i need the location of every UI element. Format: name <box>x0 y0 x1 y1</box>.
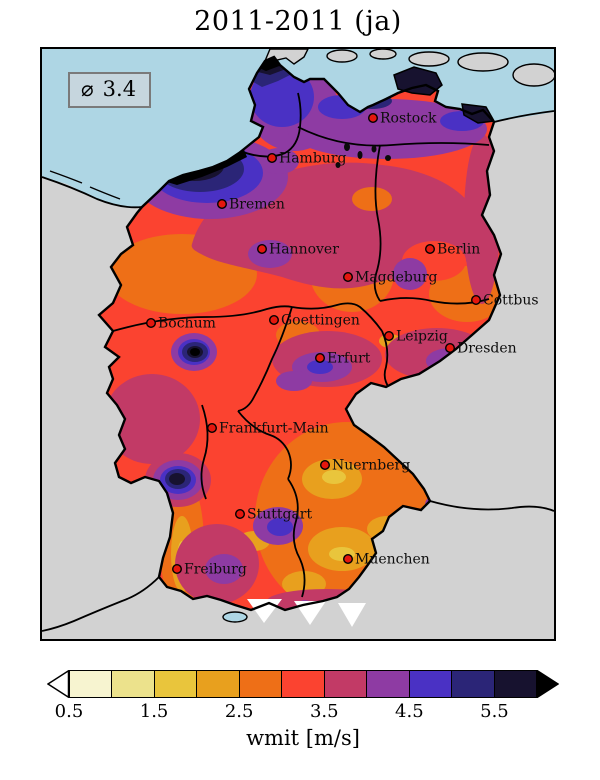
city-freiburg: Freiburg <box>171 562 247 578</box>
city-stuttgart: Stuttgart <box>234 507 312 523</box>
city-rostock: Rostock <box>368 111 437 127</box>
colorbar-segment-0 <box>70 671 112 697</box>
colorbar-segment-9 <box>451 671 494 697</box>
city-label: Stuttgart <box>247 507 312 523</box>
city-berlin: Berlin <box>425 242 480 258</box>
city-marker-icon <box>320 460 331 471</box>
city-label: Goettingen <box>281 313 360 329</box>
city-magdeburg: Magdeburg <box>343 270 438 286</box>
colorbar-axis-label: wmit [m/s] <box>246 726 360 750</box>
city-label: Bochum <box>158 316 216 332</box>
mean-value: 3.4 <box>102 77 137 101</box>
city-label: Hamburg <box>279 151 347 167</box>
city-label: Freiburg <box>184 562 247 578</box>
city-label: Muenchen <box>355 552 430 568</box>
colorbar-segment-2 <box>153 671 197 697</box>
city-frankfurt-main: Frankfurt-Main <box>206 421 329 437</box>
city-marker-icon <box>145 318 156 329</box>
city-bremen: Bremen <box>216 197 285 213</box>
coastlines <box>42 110 554 632</box>
city-marker-icon <box>206 423 217 434</box>
germany-wind-map: Rostock Hamburg Bremen Hannover Berlin Magdeb… <box>42 49 554 639</box>
colorbar <box>47 670 559 698</box>
diameter-symbol-icon: ⌀ <box>81 77 94 101</box>
colorbar-tick-0.5: 0.5 <box>54 701 84 722</box>
city-marker-icon <box>425 243 436 254</box>
city-marker-icon <box>445 343 456 354</box>
city-label: Rostock <box>380 111 437 127</box>
city-label: Nuernberg <box>332 458 410 474</box>
city-muenchen: Muenchen <box>343 552 430 568</box>
city-hannover: Hannover <box>256 242 339 258</box>
city-marker-icon <box>256 243 267 254</box>
city-hamburg: Hamburg <box>266 151 347 167</box>
map-axes: Rostock Hamburg Bremen Hannover Berlin Magdeb… <box>40 47 556 641</box>
city-marker-icon <box>234 509 245 520</box>
colorbar-tick-1.5: 1.5 <box>139 701 169 722</box>
city-cottbus: Cottbus <box>471 293 539 309</box>
city-marker-icon <box>171 564 182 575</box>
colorbar-ticks: 0.5 1.5 2.5 3.5 4.5 5.5 <box>0 701 600 725</box>
city-marker-icon <box>343 271 354 282</box>
city-marker-icon <box>471 294 482 305</box>
colorbar-segment-6 <box>323 671 367 697</box>
city-label: Berlin <box>437 242 480 258</box>
colorbar-segment-8 <box>408 671 452 697</box>
city-label: Magdeburg <box>355 270 438 286</box>
colorbar-segment-5 <box>281 671 324 697</box>
city-bochum: Bochum <box>145 316 216 332</box>
city-label: Hannover <box>269 242 339 258</box>
colorbar-segment-3 <box>196 671 239 697</box>
colorbar-segment-10 <box>493 671 536 697</box>
city-marker-icon <box>384 331 395 342</box>
city-leipzig: Leipzig <box>384 329 448 345</box>
colorbar-tick-2.5: 2.5 <box>224 701 254 722</box>
city-label: Cottbus <box>483 293 539 309</box>
colorbar-over-arrow <box>537 670 559 698</box>
lakes <box>335 143 391 168</box>
city-label: Erfurt <box>327 351 371 367</box>
lake-constance <box>222 611 248 623</box>
colorbar-under-arrow <box>47 670 69 698</box>
colorbar-segment-7 <box>366 671 409 697</box>
colorbar-bar <box>69 670 537 698</box>
city-erfurt: Erfurt <box>315 351 371 367</box>
city-marker-icon <box>343 554 354 565</box>
colorbar-segment-1 <box>111 671 154 697</box>
city-label: Leipzig <box>396 329 448 345</box>
city-label: Bremen <box>229 197 285 213</box>
figure-title: 2011-2011 (ja) <box>194 6 402 37</box>
denmark <box>263 49 554 87</box>
mean-badge: ⌀ 3.4 <box>68 72 152 108</box>
colorbar-tick-3.5: 3.5 <box>309 701 339 722</box>
germany-border <box>97 55 503 612</box>
city-marker-icon <box>266 152 277 163</box>
city-marker-icon <box>368 112 379 123</box>
city-goettingen: Goettingen <box>268 313 360 329</box>
city-nuernberg: Nuernberg <box>320 458 410 474</box>
city-marker-icon <box>315 353 326 364</box>
colorbar-segment-4 <box>238 671 282 697</box>
cities-layer: Rostock Hamburg Bremen Hannover Berlin Magdeb… <box>145 111 539 578</box>
colorbar-tick-5.5: 5.5 <box>480 701 509 722</box>
city-marker-icon <box>268 315 279 326</box>
city-dresden: Dresden <box>445 341 517 357</box>
city-label: Dresden <box>457 341 517 357</box>
colorbar-tick-4.5: 4.5 <box>395 701 424 722</box>
city-label: Frankfurt-Main <box>219 421 329 437</box>
city-marker-icon <box>216 198 227 209</box>
